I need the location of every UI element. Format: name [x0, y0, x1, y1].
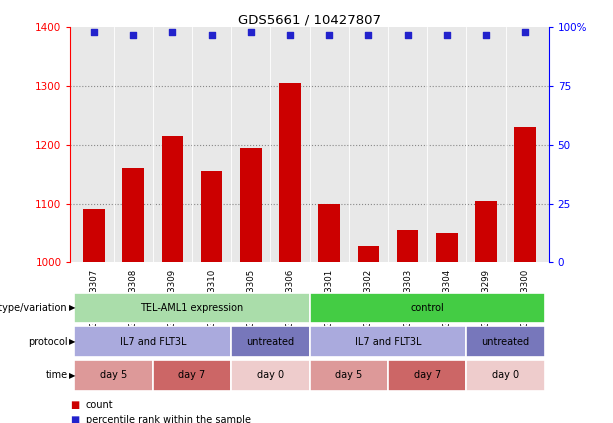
Bar — [231, 327, 310, 357]
Bar — [357, 246, 379, 262]
Bar — [74, 293, 310, 323]
Bar — [514, 127, 536, 262]
Text: time: time — [45, 371, 67, 380]
Point — [167, 29, 177, 36]
Text: ▶: ▶ — [69, 371, 75, 380]
Bar — [310, 327, 466, 357]
Bar — [397, 230, 418, 262]
Point — [520, 29, 530, 36]
Bar — [310, 293, 545, 323]
Bar — [310, 360, 388, 391]
Point — [246, 29, 256, 36]
Text: ■: ■ — [70, 400, 80, 410]
Bar — [388, 360, 466, 391]
Text: day 7: day 7 — [414, 371, 441, 380]
Text: day 7: day 7 — [178, 371, 205, 380]
Text: protocol: protocol — [28, 337, 67, 346]
Point — [285, 31, 295, 38]
Bar — [318, 203, 340, 262]
Text: IL7 and FLT3L: IL7 and FLT3L — [120, 337, 186, 346]
Bar — [123, 168, 144, 262]
Point — [442, 31, 452, 38]
Text: day 5: day 5 — [335, 371, 362, 380]
Text: ▶: ▶ — [69, 337, 75, 346]
Title: GDS5661 / 10427807: GDS5661 / 10427807 — [238, 14, 381, 26]
Point — [481, 31, 491, 38]
Bar — [466, 327, 545, 357]
Point — [128, 31, 138, 38]
Text: day 0: day 0 — [257, 371, 284, 380]
Text: percentile rank within the sample: percentile rank within the sample — [86, 415, 251, 423]
Text: untreated: untreated — [481, 337, 530, 346]
Point — [403, 31, 413, 38]
Point — [89, 29, 99, 36]
Point — [324, 31, 334, 38]
Text: genotype/variation: genotype/variation — [0, 303, 67, 313]
Bar — [240, 148, 262, 262]
Point — [207, 31, 216, 38]
Text: TEL-AML1 expression: TEL-AML1 expression — [140, 303, 243, 313]
Bar — [162, 136, 183, 262]
Point — [364, 31, 373, 38]
Text: day 0: day 0 — [492, 371, 519, 380]
Text: ■: ■ — [70, 415, 80, 423]
Text: IL7 and FLT3L: IL7 and FLT3L — [355, 337, 421, 346]
Text: control: control — [410, 303, 444, 313]
Bar — [153, 360, 231, 391]
Bar — [74, 360, 153, 391]
Bar — [83, 209, 105, 262]
Bar — [201, 171, 223, 262]
Bar — [279, 83, 301, 262]
Text: count: count — [86, 400, 113, 410]
Text: untreated: untreated — [246, 337, 294, 346]
Text: ▶: ▶ — [69, 303, 75, 312]
Bar — [231, 360, 310, 391]
Bar — [74, 327, 231, 357]
Bar — [436, 233, 457, 262]
Bar — [475, 201, 497, 262]
Bar — [466, 360, 545, 391]
Text: day 5: day 5 — [100, 371, 128, 380]
